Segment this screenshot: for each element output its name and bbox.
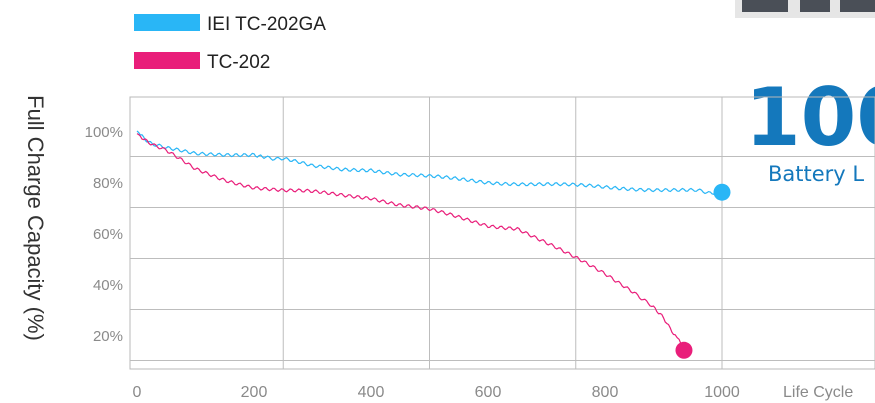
brand-caption: Battery L: [768, 162, 864, 186]
legend-label: TC-202: [207, 52, 270, 73]
x-tick-label: 800: [592, 384, 619, 401]
x-tick-label: 600: [475, 384, 502, 401]
legend-swatch: [134, 52, 200, 69]
x-tick-label: 400: [358, 384, 385, 401]
x-tick-label: 1000: [704, 384, 740, 401]
x-axis-title: Life Cycle: [783, 384, 853, 401]
brand-number: 100: [745, 71, 875, 164]
plot-frame: [129, 96, 875, 370]
x-tick-label: 0: [133, 384, 142, 401]
y-tick-label: 60%: [93, 226, 123, 243]
y-tick-label: 40%: [93, 277, 123, 294]
legend-swatch: [134, 14, 200, 31]
legend: IEI TC-202GA TC-202: [134, 14, 326, 73]
device-photo: [735, 0, 875, 18]
legend-label: IEI TC-202GA: [207, 14, 326, 35]
y-tick-label: 80%: [93, 175, 123, 192]
series-layer: [136, 130, 731, 359]
y-tick-label: 100%: [85, 124, 123, 141]
series-line: [136, 130, 723, 195]
series-line: [136, 133, 685, 351]
series-end-marker: [713, 183, 731, 201]
brand-callout: 100Battery L: [745, 71, 875, 186]
series-end-marker: [675, 341, 693, 359]
y-axis: 20% 40% 60% 80% 100%: [85, 124, 123, 345]
x-tick-label: 200: [241, 384, 268, 401]
grid: [129, 96, 875, 370]
x-axis: 0 200 400 600 800 1000: [133, 384, 740, 401]
y-axis-title: Full Charge Capacity (%): [23, 95, 48, 341]
y-tick-label: 20%: [93, 328, 123, 345]
